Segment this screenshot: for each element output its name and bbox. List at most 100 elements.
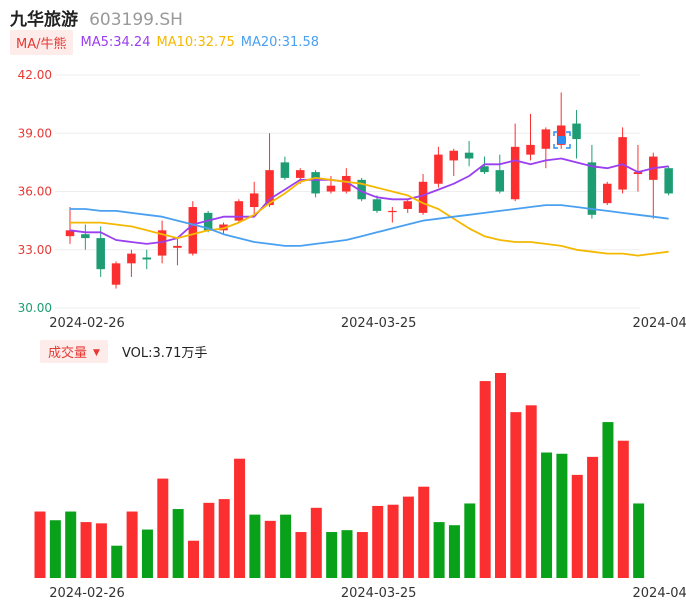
candle-body xyxy=(311,172,320,194)
ma10-readout: MA10:32.75 xyxy=(156,34,235,50)
volume-date-label: 2024-03-25 xyxy=(341,586,417,601)
volume-bar xyxy=(111,545,123,578)
volume-bar xyxy=(203,502,215,578)
volume-indicator-dropdown[interactable]: 成交量 ▼ xyxy=(40,339,108,363)
volume-bar xyxy=(249,514,261,578)
candle-body xyxy=(603,183,612,204)
price-date-axis: 2024-02-26 2024-03-25 2024-04-23 xyxy=(49,316,686,331)
volume-bar xyxy=(95,523,107,578)
ma5-readout: MA5:34.24 xyxy=(80,34,151,50)
candle-body xyxy=(372,199,382,211)
volume-bar xyxy=(464,503,476,578)
candle-body xyxy=(142,257,151,260)
volume-bar xyxy=(280,514,292,578)
caret-down-icon: ▼ xyxy=(93,348,100,358)
volume-date-label: 2024-02-26 xyxy=(49,586,125,601)
candle-body xyxy=(541,129,551,149)
candle-body xyxy=(572,123,581,140)
candle-body xyxy=(664,168,673,194)
candle-body xyxy=(326,185,336,192)
marker-dot xyxy=(558,136,566,144)
candle-body xyxy=(403,201,412,209)
volume-indicator-label: 成交量 xyxy=(48,345,88,361)
volume-bar xyxy=(448,525,460,578)
price-tick-label: 42.00 xyxy=(18,68,52,82)
candle-body xyxy=(526,144,535,155)
volume-bar xyxy=(571,474,583,578)
volume-bar xyxy=(510,412,522,578)
volume-bar xyxy=(525,405,537,578)
volume-bar xyxy=(295,532,307,578)
volume-legend: 成交量 ▼ VOL:3.71万手 xyxy=(40,339,207,363)
candle-body xyxy=(464,152,474,159)
ma5-line xyxy=(69,157,669,245)
moving-average-lines xyxy=(69,157,669,257)
volume-bar xyxy=(372,505,384,578)
volume-bar xyxy=(541,452,553,578)
volume-bar xyxy=(433,522,445,578)
volume-bar xyxy=(49,520,61,578)
volume-bar xyxy=(172,509,184,578)
volume-bar xyxy=(479,381,491,578)
candle-body xyxy=(495,170,505,192)
volume-bar xyxy=(495,373,506,578)
volume-bar xyxy=(387,504,399,578)
volume-bar xyxy=(326,532,338,578)
candle-body xyxy=(111,263,121,285)
volume-bar xyxy=(633,503,645,578)
candle-body xyxy=(618,137,627,190)
candle-body xyxy=(388,210,397,213)
candle-body xyxy=(188,207,198,254)
candle-body xyxy=(633,172,643,175)
candle-body xyxy=(96,238,105,270)
candle-body xyxy=(157,230,167,256)
volume-bar xyxy=(587,456,599,578)
ma-legend: MA/牛熊 MA5:34.24 MA10:32.75 MA20:31.58 xyxy=(10,29,325,55)
candle-body xyxy=(556,125,566,145)
candle-body xyxy=(296,170,305,178)
candle-body xyxy=(81,234,90,239)
price-date-label: 2024-02-26 xyxy=(49,316,125,331)
ma20-readout: MA20:31.58 xyxy=(240,34,319,50)
stock-code: 603199.SH xyxy=(89,10,183,30)
stock-name: 九华旅游 xyxy=(10,10,78,30)
volume-bar xyxy=(418,486,430,578)
volume-date-label: 2024-04-23 xyxy=(633,586,686,601)
volume-bar xyxy=(341,530,353,578)
focus-marker-icon[interactable] xyxy=(553,131,571,149)
ma10-line xyxy=(70,177,669,257)
price-tick-label: 33.00 xyxy=(18,243,52,257)
volume-bar xyxy=(141,529,153,578)
marker-bracket xyxy=(553,131,571,149)
price-date-label: 2024-04-23 xyxy=(633,316,686,331)
candle-body xyxy=(357,179,366,200)
candle-body xyxy=(510,146,520,200)
candle-body xyxy=(65,230,75,237)
candle-body xyxy=(127,253,136,264)
price-tick-label: 36.00 xyxy=(18,185,52,199)
ma20-line xyxy=(70,204,669,247)
volume-bar xyxy=(80,522,92,578)
volume-bar xyxy=(218,499,230,578)
ma-indicator-toggle[interactable]: MA/牛熊 xyxy=(10,29,73,55)
volume-bar xyxy=(264,520,276,578)
volume-bars xyxy=(34,373,645,578)
candlestick-series xyxy=(65,92,673,289)
volume-bar xyxy=(126,511,138,578)
volume-date-axis: 2024-02-26 2024-03-25 2024-04-23 xyxy=(49,586,686,601)
volume-bar xyxy=(234,458,246,578)
candle-body xyxy=(249,193,259,208)
candle-body xyxy=(280,162,290,178)
candle-body xyxy=(434,154,443,184)
candle-body xyxy=(219,224,228,231)
candle-body xyxy=(587,162,597,215)
volume-bar xyxy=(556,453,568,578)
volume-bar xyxy=(310,507,322,578)
stock-title: 九华旅游 603199.SH xyxy=(10,5,183,30)
price-axis-labels: 42.00 39.00 36.00 33.00 30.00 xyxy=(18,68,52,315)
candle-body xyxy=(342,175,351,192)
volume-bar xyxy=(34,511,46,578)
volume-bar xyxy=(602,422,614,578)
candle-body xyxy=(418,181,428,213)
